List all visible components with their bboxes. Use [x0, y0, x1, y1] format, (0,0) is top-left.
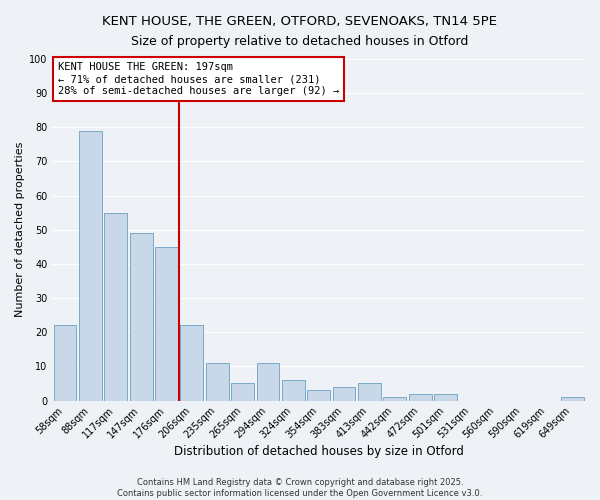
Bar — [231, 384, 254, 400]
Bar — [206, 363, 229, 401]
Bar — [104, 212, 127, 400]
Bar — [434, 394, 457, 400]
Bar — [53, 326, 76, 400]
Text: Size of property relative to detached houses in Otford: Size of property relative to detached ho… — [131, 35, 469, 48]
Bar — [155, 247, 178, 400]
X-axis label: Distribution of detached houses by size in Otford: Distribution of detached houses by size … — [174, 444, 464, 458]
Bar — [561, 397, 584, 400]
Bar — [332, 387, 355, 400]
Y-axis label: Number of detached properties: Number of detached properties — [15, 142, 25, 318]
Text: KENT HOUSE THE GREEN: 197sqm
← 71% of detached houses are smaller (231)
28% of s: KENT HOUSE THE GREEN: 197sqm ← 71% of de… — [58, 62, 339, 96]
Bar — [383, 397, 406, 400]
Bar — [282, 380, 305, 400]
Bar — [257, 363, 280, 401]
Bar — [358, 384, 381, 400]
Bar — [409, 394, 431, 400]
Bar — [79, 130, 102, 400]
Text: KENT HOUSE, THE GREEN, OTFORD, SEVENOAKS, TN14 5PE: KENT HOUSE, THE GREEN, OTFORD, SEVENOAKS… — [103, 15, 497, 28]
Text: Contains HM Land Registry data © Crown copyright and database right 2025.
Contai: Contains HM Land Registry data © Crown c… — [118, 478, 482, 498]
Bar — [181, 326, 203, 400]
Bar — [130, 233, 152, 400]
Bar — [307, 390, 330, 400]
